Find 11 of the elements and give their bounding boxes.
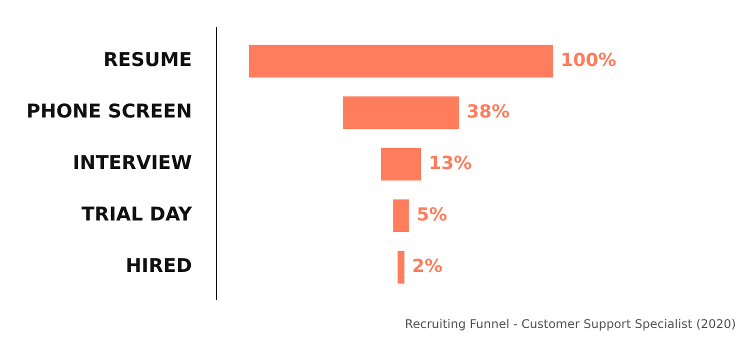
category-label: TRIAL DAY bbox=[81, 204, 192, 226]
data-label: 38% bbox=[466, 101, 510, 122]
data-label: 5% bbox=[416, 204, 448, 226]
category-label: INTERVIEW bbox=[72, 152, 192, 174]
data-label: 13% bbox=[428, 152, 472, 174]
category-label: RESUME bbox=[103, 49, 192, 72]
category-label: PHONE SCREEN bbox=[26, 100, 192, 123]
data-label: 100% bbox=[560, 50, 616, 71]
text: Recruiting Funnel - Customer Support Specialist (2020) bbox=[404, 317, 736, 332]
data-label: 2% bbox=[412, 256, 443, 277]
category-label: HIRED bbox=[126, 255, 192, 278]
